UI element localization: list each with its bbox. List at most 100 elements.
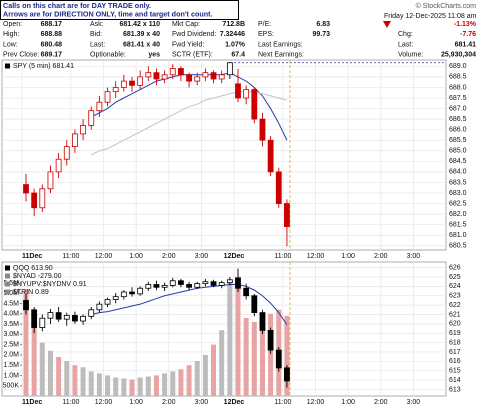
candle-body [275,349,282,369]
x-tick-label: 1:00 [341,399,355,406]
candle-body [178,68,184,76]
candle-body [55,312,62,320]
volume-bar [219,330,225,396]
quote-value: 1.07% [225,41,246,48]
y-tick-label: 617 [449,349,461,356]
quote-value: yes [148,52,160,59]
candle-body [137,76,144,86]
panel-label: $TRIN 0.89 [13,289,49,296]
volume-bar [56,356,62,396]
y-tick-label: 683.5 [449,179,467,186]
x-tick-label: 3:00 [407,399,421,406]
candle-body [96,101,103,112]
candle-body [226,62,233,76]
panel-label: $NYUPV:$NYDNV 0.91 [13,281,87,288]
x-tick-label: 2:00 [162,253,176,260]
quote-label: Volume: [398,52,423,59]
candle-body [275,171,282,204]
candle-body [259,312,266,331]
candle-body [194,283,201,288]
quote-value: 712.8B [222,21,245,28]
y-tick-label: 688.0 [449,84,467,91]
volume-bar [23,289,29,396]
candle-body [202,281,209,284]
candle-body [284,367,290,382]
volume-bar [170,371,176,396]
y-tick-label: 689.0 [449,63,467,70]
candle-body [96,303,103,311]
label-icon [5,63,10,69]
candle-body [112,87,119,93]
y-tick-label: 615 [449,368,461,375]
candle-body [129,291,135,295]
x-tick-label: 3:00 [407,253,421,260]
x-tick-label: 1:00 [129,399,143,406]
volume-tick-label: 4.5M [3,300,19,307]
x-tick-label: 2:00 [374,253,388,260]
candle-body [88,110,95,126]
panel-label: SPY (5 min) 681.41 [13,63,74,70]
quote-value: 7.32446 [220,31,245,38]
candle-body [259,118,266,141]
panel-label: QQQ 613.90 [13,265,53,272]
y-tick-label: 614 [449,377,461,384]
quote-value: 25,930,304 [441,52,476,59]
candle-body [80,125,86,135]
candle-body [235,277,241,289]
candle-body [235,83,241,99]
candle-body [63,146,70,160]
candle-body [137,287,144,295]
volume-bar [268,313,274,396]
down-arrow [383,21,391,28]
x-tick-label: 12:00 [95,253,113,260]
x-tick-label: 11Dec [22,253,42,260]
x-tick-label: 2:00 [374,399,388,406]
quote-label: Last: [90,41,105,48]
x-tick-label: 2:00 [162,399,176,406]
candle-body [251,295,258,314]
y-tick-label: 621 [449,311,461,318]
quote-label: Last: [398,41,413,48]
x-tick-label: 3:00 [195,253,209,260]
volume-bar [47,350,53,396]
candle-body [153,72,160,80]
volume-bar [129,379,135,396]
quote-value: 689.17 [41,52,63,59]
x-tick-label: 1:00 [129,253,143,260]
quote-value: 681.42 x 110 [120,21,161,28]
quote-label: Chg: [398,31,413,38]
candle-body [104,299,111,305]
candle-body [186,74,192,82]
volume-bar [153,375,159,396]
volume-bar [194,361,200,396]
candle-body [243,287,250,297]
candle-body [129,80,135,86]
note-line: Arrows are for DIRECTION ONLY, time and … [3,9,213,18]
volume-tick-label: 2.5M [3,341,19,348]
candle-body [226,279,233,284]
y-tick-label: 622 [449,302,461,309]
note-line: Calls on this chart are for DAY TRADE on… [3,1,151,10]
y-tick-label: 618 [449,339,461,346]
quote-label: Fwd Dividend: [172,31,216,38]
candle-body [218,282,225,286]
volume-bar [259,324,265,396]
volume-tick-label: 5.5M [3,280,19,287]
candle-body [210,281,217,286]
y-tick-label: 688.5 [449,74,467,81]
candle-body [120,291,127,298]
volume-bar [186,365,192,396]
x-tick-label: 12:00 [307,253,325,260]
y-tick-label: 687.0 [449,105,467,112]
volume-bar [121,378,127,396]
volume-bar [145,376,151,396]
quote-value: 67.4 [231,52,245,59]
candle-body [31,192,38,209]
volume-bar [162,373,168,396]
volume-bar [235,276,241,396]
plot-area [1,59,447,251]
volume-tick-label: 1.0M [3,372,19,379]
volume-tick-label: 5.0M [3,290,19,297]
quote-label: P/E: [258,21,271,28]
